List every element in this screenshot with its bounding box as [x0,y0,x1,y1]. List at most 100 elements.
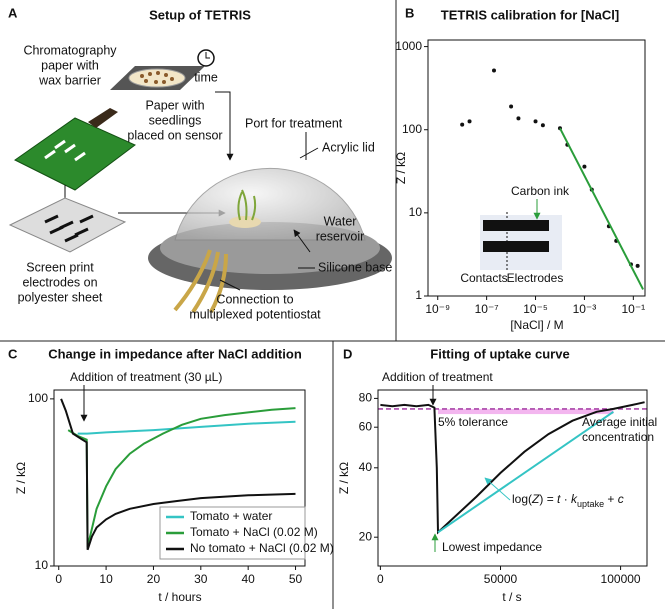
inset-electrode [483,220,549,231]
chart-panel: D Fitting of uptake curve t / s Z / kΩ 0 5000… [337,346,657,604]
x-tick-label: 50000 [484,572,518,586]
connector [88,108,118,128]
x-tick-label: 10⁻⁷ [475,302,499,316]
x-tick-label: 0 [377,572,384,586]
label: placed on sensor [127,128,222,142]
acrylic-lid [174,167,366,241]
label: reservoir [316,229,365,243]
series-line [380,401,645,535]
panel-a: A Setup of TETRIS Chromatography paper w… [8,5,392,321]
x-axis-label: t / hours [158,590,201,604]
chart-panel: C Change in impedance after NaCl addition… [8,346,334,604]
data-point [516,116,521,121]
inset-electrode [483,241,549,252]
x-tick-label: 10⁻⁵ [523,302,548,316]
label: Silicone base [318,260,392,274]
annotation: Average initial [582,415,657,429]
y-axis-label: Z / kΩ [337,462,351,494]
electrode-board [14,117,136,191]
panel-letter: C [8,346,18,361]
electrode-pads [44,139,86,162]
data-point [533,119,538,124]
label: wax barrier [38,73,101,87]
equation-part: k [571,492,578,506]
label: polyester sheet [18,290,103,304]
equation-part: + [604,492,618,506]
data-point [491,68,496,73]
y-tick-label: 1 [415,288,422,302]
seedlings [237,189,257,221]
label: Water [324,214,357,228]
x-tick-label: 10⁻¹ [621,302,645,316]
inset-label: Electrodes [507,271,564,285]
label: Screen print [26,260,94,274]
y-axis-label: Z / kΩ [394,152,408,184]
x-tick-label: 50 [289,572,303,586]
plot-frame [377,389,648,567]
y-tick-label: 10 [35,558,49,572]
data-point [540,123,545,128]
equation-part: Z [531,492,540,506]
y-tick-label: 20 [359,529,373,543]
annotation-arrow [484,477,511,501]
chart-panel: B TETRIS calibration for [NaCl] [NaCl] / M… [394,5,646,332]
plot-frame [53,389,306,567]
x-tick-label: 20 [147,572,161,586]
pointer [299,147,319,159]
panel-letter: D [343,346,352,361]
series-line [60,398,296,551]
label: Connection to [216,292,293,306]
panel-letter: B [405,5,414,20]
annotation: 5% tolerance [438,415,508,429]
inset-label: Contacts [460,271,507,285]
equation-part: · [560,492,571,506]
data-point [509,104,514,109]
y-tick-label: 1000 [395,39,422,53]
y-tick-label: 10 [409,205,423,219]
series-line [77,420,296,435]
seeds [140,71,174,84]
x-axis-label: [NaCl] / M [510,318,563,332]
label: time [194,70,218,84]
tolerance-band [438,408,614,415]
x-axis-label: t / s [502,590,521,604]
annotation: Addition of treatment (30 µL) [70,370,222,384]
legend-label: Tomato + water [190,509,272,523]
cables [173,249,228,314]
paper [128,68,186,88]
label: Chromatography [23,43,117,57]
legend-box [159,506,306,560]
y-tick-label: 40 [359,460,373,474]
x-tick-label: 0 [55,572,62,586]
panel-letter: A [8,5,18,20]
series-line [559,127,644,290]
annotation: Addition of treatment [382,370,493,384]
arrow [215,91,234,161]
label: Paper with [145,98,204,112]
x-tick-label: 10⁻⁹ [425,302,450,316]
x-tick-label: 30 [194,572,208,586]
annotation: concentration [582,430,654,444]
y-tick-label: 80 [359,391,373,405]
equation-part: c [618,492,624,506]
inset-label: Carbon ink [511,184,570,198]
y-tick-label: 60 [359,419,373,433]
label: seedlings [149,113,202,127]
sensor-paper [229,216,261,228]
label: Acrylic lid [322,140,375,154]
equation-part: t [557,492,561,506]
x-tick-label: 10 [99,572,113,586]
panel-title: Setup of TETRIS [149,7,251,22]
legend-label: No tomato + NaCl (0.02 M) [190,541,334,555]
legend-label: Tomato + NaCl (0.02 M) [190,525,318,539]
panel-title: Fitting of uptake curve [430,346,569,361]
label: paper with [41,58,99,72]
series-line [437,410,614,534]
data-point [467,119,472,124]
panel-title: TETRIS calibration for [NaCl] [441,7,619,22]
x-tick-label: 40 [241,572,255,586]
labels: Chromatography paper with wax barrier ti… [18,43,393,321]
clock-hands [205,52,210,59]
data-point [635,263,640,268]
